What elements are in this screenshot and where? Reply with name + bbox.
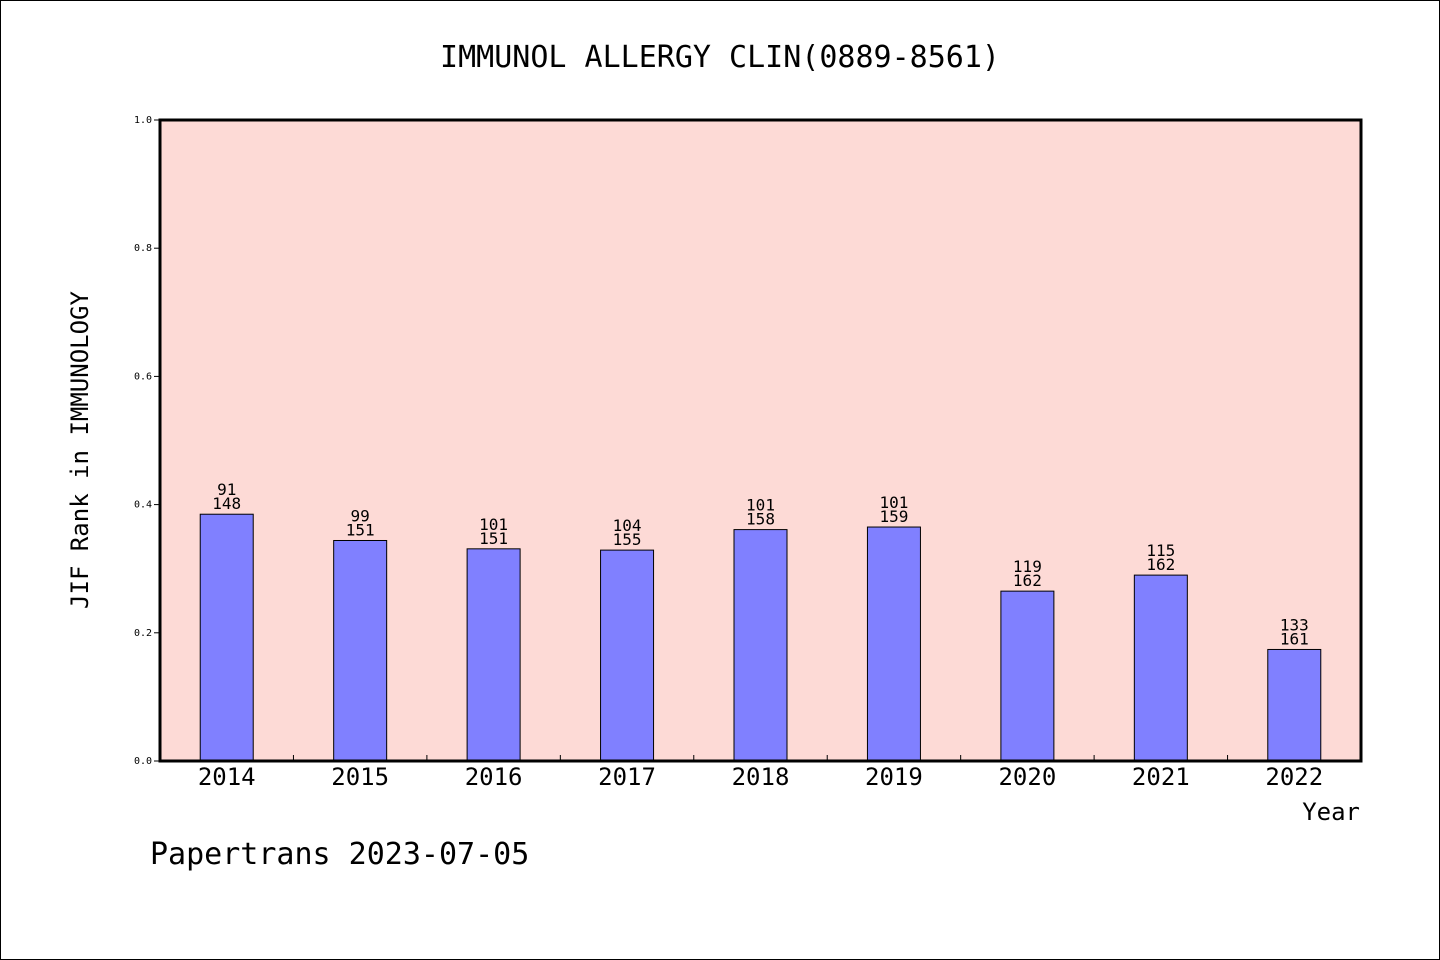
- bar: [866, 526, 921, 762]
- bar-total-label: 162: [1146, 555, 1175, 574]
- bar-rank-label: 91: [217, 480, 236, 499]
- x-axis: 2014 2015 2016 2017 2018 2019 2020 2021 2022: [198, 755, 1323, 791]
- bar: [466, 548, 521, 762]
- bar-total-label: 159: [879, 507, 908, 526]
- x-tick-label: 2020: [998, 763, 1056, 791]
- y-axis-label: JIF Rank in IMMUNOLOGY: [66, 291, 94, 609]
- x-tick-label: 2019: [865, 763, 923, 791]
- bar-total-label: 155: [613, 530, 642, 549]
- bar-total-label: 162: [1013, 571, 1042, 590]
- bar-total-label: 158: [746, 510, 775, 529]
- y-axis: 0.0 0.2 0.4 0.6 0.8 1.0: [134, 115, 160, 767]
- bar-rank-label: 119: [1013, 557, 1042, 576]
- x-tick-label: 2021: [1132, 763, 1190, 791]
- x-tick-label: 2018: [732, 763, 790, 791]
- bar-rank-label: 104: [613, 516, 642, 535]
- x-axis-label: Year: [1302, 798, 1360, 826]
- x-tick-label: 2015: [331, 763, 389, 791]
- bar-rank-label: 99: [351, 506, 370, 525]
- x-tick-label: 2022: [1265, 763, 1323, 791]
- plot-border: [158, 118, 1363, 763]
- bar-rank-label: 115: [1146, 541, 1175, 560]
- y-tick-label: 0.0: [134, 756, 152, 767]
- bar-rank-label: 101: [746, 496, 775, 515]
- bar: [600, 549, 655, 762]
- x-tick-label: 2016: [465, 763, 523, 791]
- bar: [1000, 590, 1055, 762]
- bar-total-label: 148: [212, 494, 241, 513]
- y-tick-label: 1.0: [134, 115, 152, 126]
- y-tick-label: 0.8: [134, 243, 152, 254]
- bar-rank-label: 101: [879, 493, 908, 512]
- bar-total-label: 151: [346, 520, 375, 539]
- bar-total-label: 151: [479, 529, 508, 548]
- footer-text: Papertrans 2023-07-05: [150, 837, 529, 872]
- x-tick-label: 2014: [198, 763, 256, 791]
- bar-rank-label: 101: [479, 515, 508, 534]
- chart-title: IMMUNOL ALLERGY CLIN(0889-8561): [440, 40, 1000, 75]
- bar: [199, 513, 254, 762]
- x-tick-label: 2017: [598, 763, 656, 791]
- bar: [333, 539, 388, 762]
- bar: [733, 529, 788, 762]
- bar-rank-label: 133: [1280, 615, 1309, 634]
- bar: [1267, 648, 1322, 762]
- bar: [1133, 574, 1188, 762]
- y-tick-label: 0.6: [134, 371, 152, 382]
- y-tick-label: 0.4: [134, 500, 152, 511]
- y-tick-label: 0.2: [134, 628, 152, 639]
- bar-total-label: 161: [1280, 629, 1309, 648]
